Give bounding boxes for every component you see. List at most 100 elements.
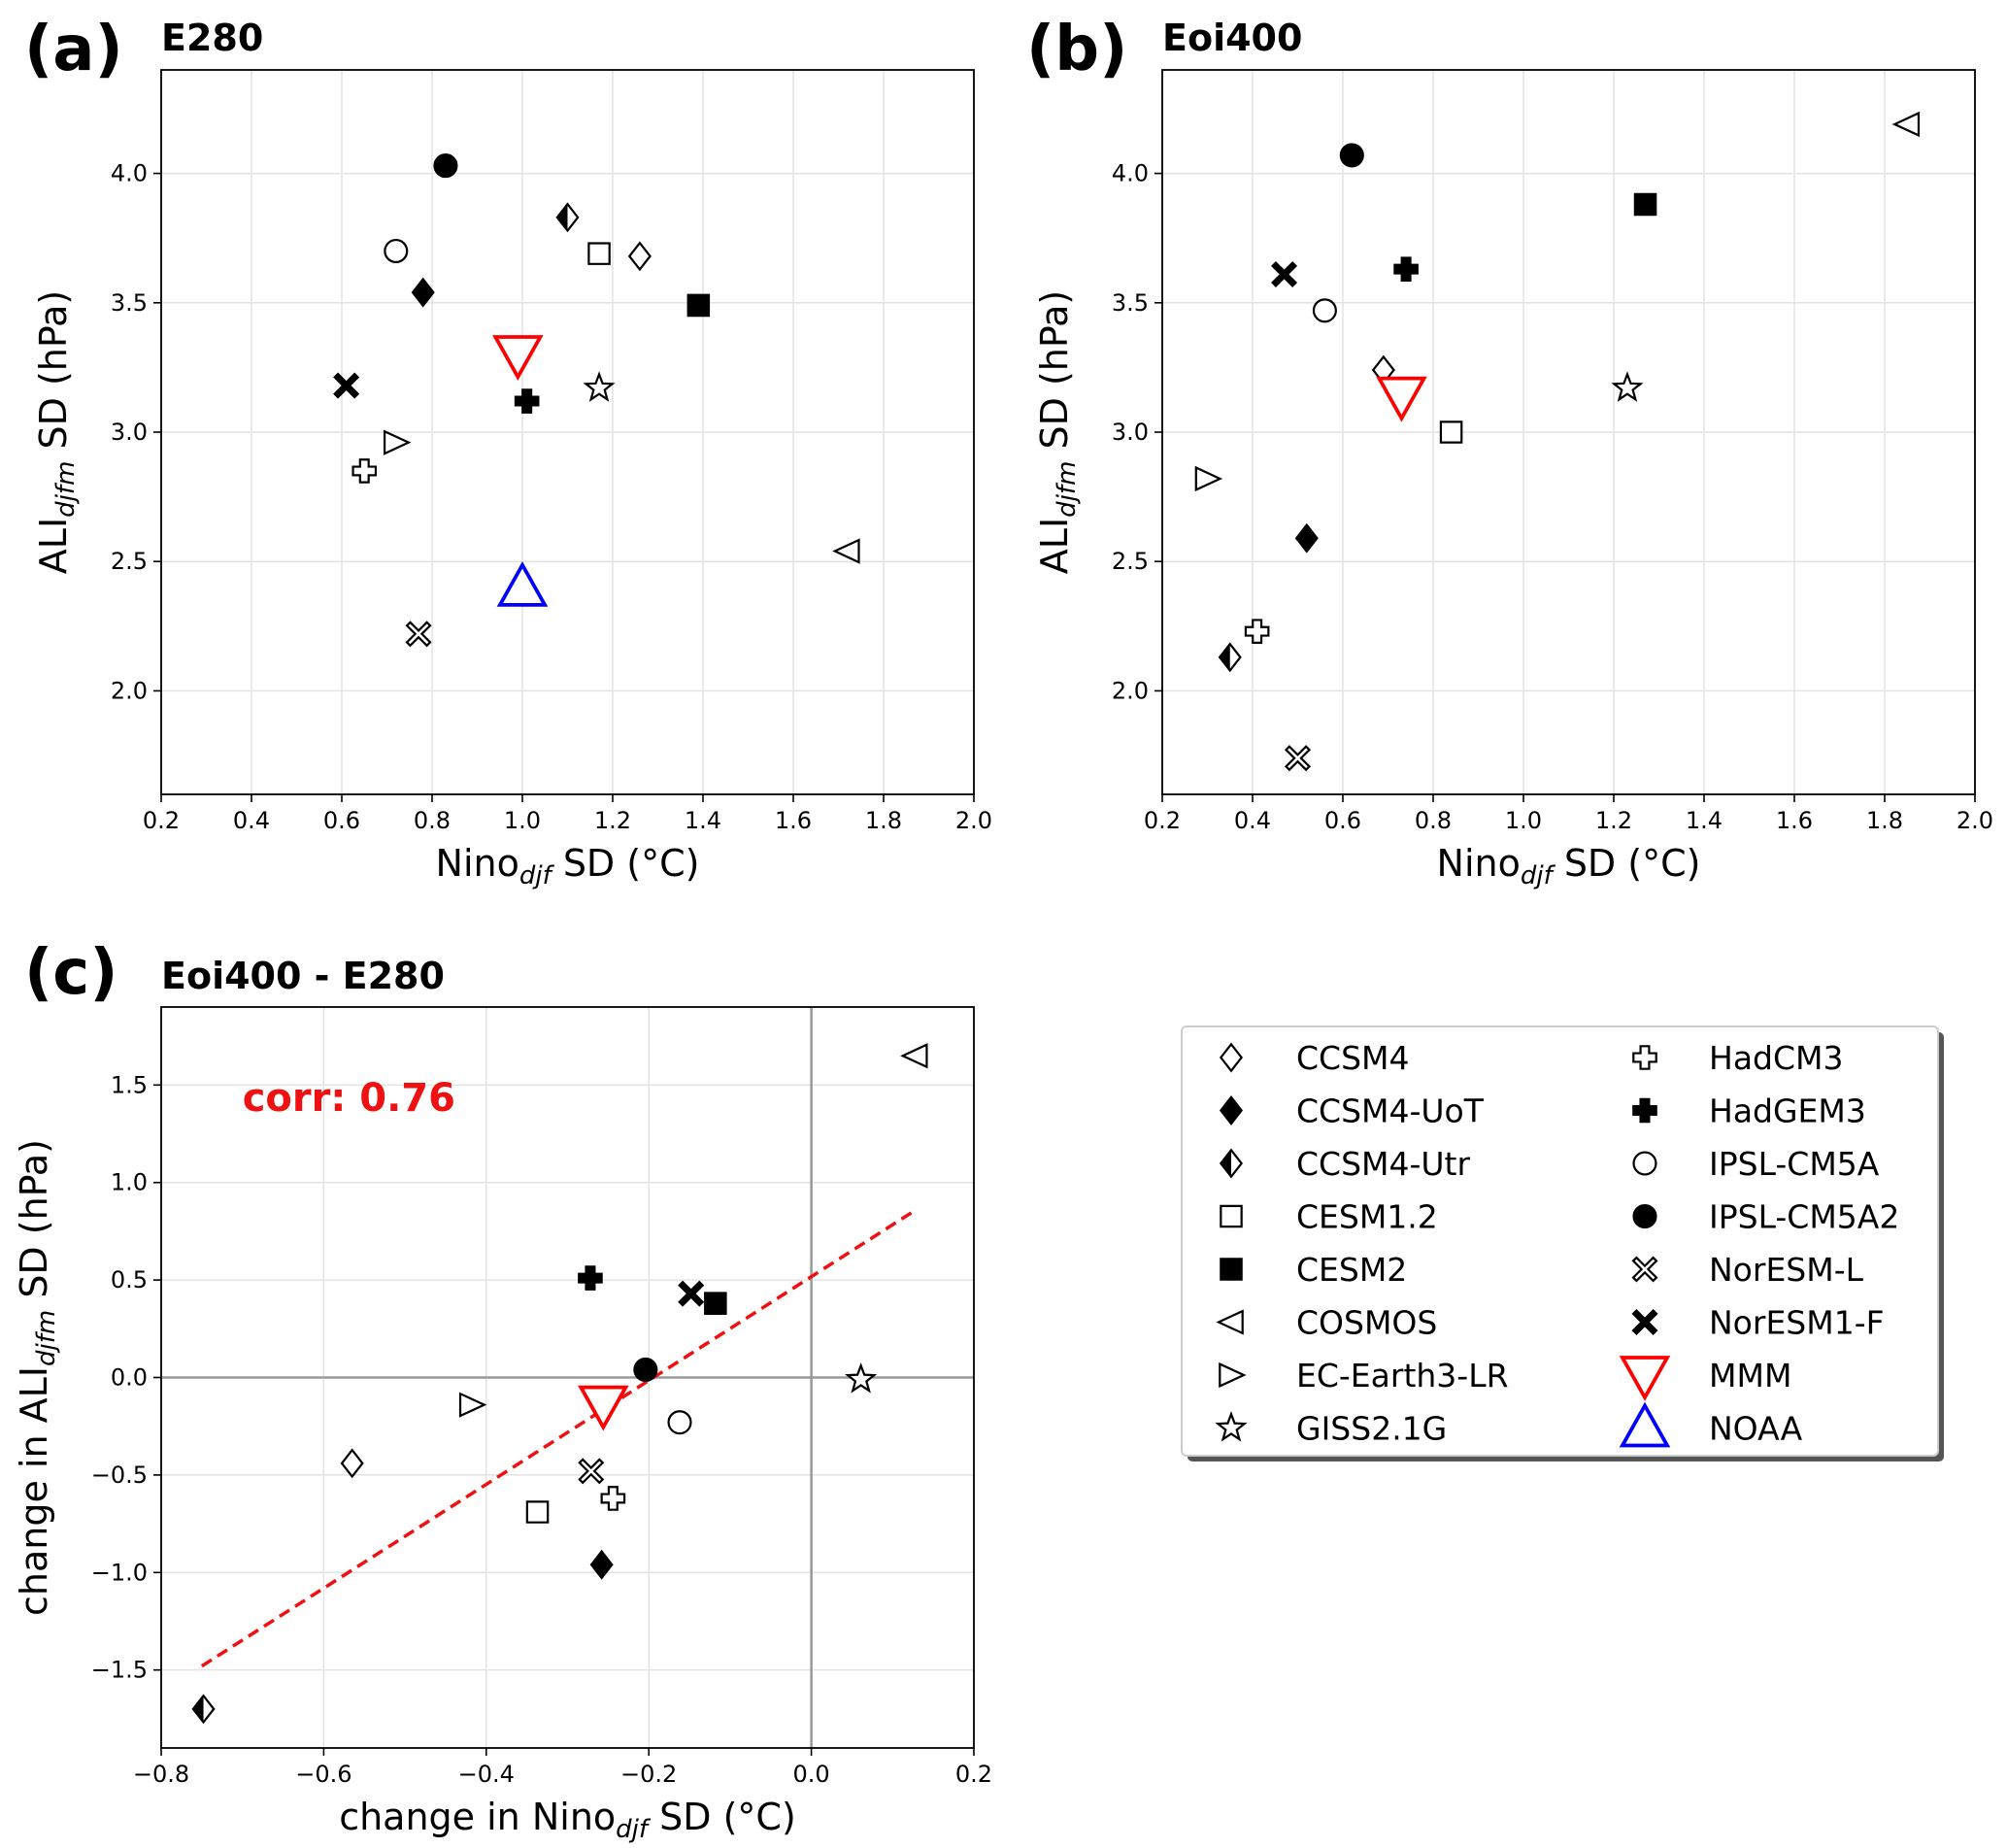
legend: CCSM4 CCSM4-UoT CCSM4-Utr CESM1.2 CESM2 COSMO… [1181,1025,1944,1462]
legend-label-hadgem3: HadGEM3 [1709,1092,1866,1130]
legend-label-cesm2: CESM2 [1296,1251,1407,1289]
panel-c-points [191,1043,928,1725]
panel-b-xtick-label: 1.8 [1866,807,1903,834]
panel-c-regression-line [200,1210,915,1668]
panel-a-point-ccsm4-utr [555,202,580,233]
panel-b-panel-label: (b) [1026,14,1127,85]
panel-a-point-cosmos [832,538,860,564]
panel-c-ytick-label: 1.5 [111,1071,148,1098]
panel-b-xtick-label: 1.4 [1686,807,1723,834]
panel-b-title: Eoi400 [1162,17,1302,59]
panel-c: −0.8 −0.6 −0.4 −0.2 0.0 0.2 −1.5 −1.0 −0.5 0.0 0.5… [13,937,992,1844]
panel-a-grid [160,70,975,794]
panel-b-xtick-label: 1.6 [1776,807,1813,834]
panel-a-xtick-label: 1.8 [865,807,902,834]
panel-b-grid [1161,70,1976,794]
panel-b-point-ccsm4-utr [1218,642,1242,673]
panel-c-ytick-label: −0.5 [91,1462,148,1489]
panel-a-xtick-label: 0.8 [414,807,451,834]
legend-label-mmm: MMM [1709,1357,1791,1394]
panel-c-point-hadcm3 [600,1486,626,1511]
panel-c-point-ccsm4-utr [191,1694,216,1725]
panel-c-ylabel: change in ALIdjfm SD (hPa) [13,1139,61,1616]
panel-c-point-hadgem3 [578,1265,603,1291]
panel-b-point-ec-earth3-lr [1194,465,1223,492]
panel-a-xlabel: Ninodjf SD (°C) [436,842,700,890]
panel-b-points [1194,111,1921,772]
panel-c-point-cesm1-2 [525,1500,550,1524]
panel-a-point-noresm1-f [333,372,360,399]
legend-marker-ec-earth3-lr [1219,1361,1247,1389]
legend-label-ccsm4-uot: CCSM4-UoT [1296,1092,1485,1130]
panel-a-xtick-label: 1.4 [685,807,721,834]
legend-label-cesm1-2: CESM1.2 [1296,1198,1438,1236]
panel-a-ytick-label: 4.0 [111,160,148,187]
panel-c-xtick-label: −0.2 [620,1761,677,1788]
legend-label-noaa: NOAA [1709,1410,1803,1448]
panel-b-ytick-label: 2.5 [1112,548,1149,575]
legend-marker-noresm-l [1631,1256,1658,1283]
legend-marker-hadgem3 [1632,1097,1657,1124]
panel-b: 0.2 0.4 0.6 0.8 1.0 1.2 1.4 1.6 1.8 2.0 2.0 2.5 3.0 3… [1026,14,1993,890]
panel-b-point-ccsm4-uot [1294,522,1319,554]
panel-a-ytick-label: 2.0 [111,677,148,704]
legend-frame [1181,1025,1939,1457]
legend-marker-ccsm4-utr [1219,1148,1244,1179]
panel-b-point-ipsl-cm5a2 [1339,143,1364,168]
panel-a-points [333,153,860,648]
legend-label-ccsm4-utr: CCSM4-Utr [1296,1145,1470,1183]
panel-b-point-cesm1-2 [1439,420,1463,444]
panel-a-ytick-label: 3.5 [111,289,148,317]
panel-b-point-mmm [1376,376,1427,422]
panel-c-xtick-label: 0.2 [955,1761,992,1788]
panel-a-point-ccsm4-uot [411,277,435,308]
legend-label-giss2-1g: GISS2.1G [1296,1410,1447,1448]
legend-marker-ccsm4 [1219,1042,1244,1073]
legend-label-ccsm4: CCSM4 [1296,1039,1410,1077]
panel-b-xtick-label: 0.4 [1234,807,1271,834]
panel-b-point-cesm2 [1633,192,1657,217]
panel-c-point-ec-earth3-lr [458,1392,487,1418]
legend-marker-mmm [1619,1356,1671,1401]
panel-a-point-ec-earth3-lr [383,429,412,455]
panel-c-point-cosmos [900,1043,928,1069]
panel-b-xtick-label: 1.2 [1595,807,1632,834]
panel-c-xtick-label: 0.0 [793,1761,830,1788]
panel-a-point-cesm1-2 [587,242,611,265]
legend-marker-ccsm4-uot [1219,1095,1244,1126]
panel-c-point-cesm2 [704,1292,727,1315]
panel-b-ytick-label: 2.0 [1112,677,1149,704]
panel-a-point-noaa [496,560,549,607]
panel-b-point-noresm-l [1284,745,1312,772]
panel-c-panel-label: (c) [24,937,117,1009]
panel-a-ytick-label: 2.5 [111,548,148,575]
legend-label-noresm1-f: NorESM1-F [1709,1304,1885,1342]
panel-c-xlabel: change in Ninodjf SD (°C) [339,1796,796,1844]
panel-c-point-ccsm4 [340,1448,364,1479]
panel-b-point-cosmos [1891,111,1921,138]
panel-c-point-noresm-l [578,1458,605,1485]
panel-a-ylabel: ALIdjfm SD (hPa) [32,290,81,574]
legend-marker-noaa [1619,1401,1671,1448]
panel-a-panel-label: (a) [24,14,123,85]
legend-label-noresm-l: NorESM-L [1709,1251,1864,1289]
panel-b-ylabel: ALIdjfm SD (hPa) [1033,290,1082,574]
panel-c-xtick-label: −0.8 [133,1761,189,1788]
legend-label-ec-earth3-lr: EC-Earth3-LR [1296,1357,1509,1394]
panel-a: 0.2 0.4 0.6 0.8 1.0 1.2 1.4 1.6 1.8 2.0 2.0 2.5 3.0 3… [24,14,992,890]
panel-a-xtick-label: 1.6 [775,807,812,834]
legend-marker-cesm1-2 [1220,1204,1243,1228]
panel-b-point-hadgem3 [1393,256,1419,282]
panel-b-xtick-label: 1.0 [1505,807,1542,834]
panel-b-point-noresm1-f [1271,260,1298,288]
panel-c-ytick-label: 0.5 [111,1266,148,1294]
panel-b-point-ipsl-cm5a [1312,298,1337,323]
legend-label-ipsl-cm5a2: IPSL-CM5A2 [1709,1198,1899,1236]
panel-c-point-mmm [578,1385,629,1431]
panel-c-ytick-label: 0.0 [111,1364,148,1392]
panel-c-xtick-label: −0.4 [458,1761,515,1788]
panel-a-point-ccsm4 [627,241,652,272]
legend-marker-cesm2 [1220,1258,1243,1281]
panel-b-point-hadcm3 [1244,619,1270,644]
panel-c-ytick-label: −1.0 [91,1559,148,1586]
